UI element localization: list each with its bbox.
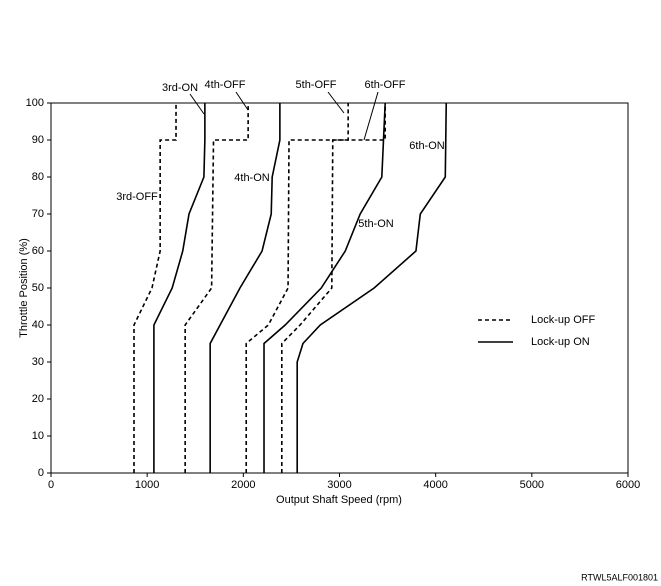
- y-tick-label: 0: [38, 467, 44, 479]
- y-tick-label: 60: [32, 245, 44, 257]
- y-tick-label: 10: [32, 430, 44, 442]
- series-line: [263, 102, 386, 473]
- footnote: RTWL5ALF001801: [581, 572, 658, 582]
- legend-label: Lock-up ON: [531, 336, 590, 348]
- y-tick-label: 80: [32, 171, 44, 183]
- y-axis-label: Throttle Position (%): [18, 238, 30, 338]
- x-tick-label: 4000: [423, 479, 447, 491]
- y-tick-label: 90: [32, 134, 44, 146]
- y-tick-label: 50: [32, 282, 44, 294]
- series-line: [133, 103, 177, 473]
- leader-lines: [189, 91, 379, 141]
- y-tick-label: 70: [32, 208, 44, 220]
- leader-line: [363, 91, 379, 141]
- leader-line: [327, 91, 345, 114]
- series-label: 6th-OFF: [365, 79, 406, 91]
- y-tick-label: 20: [32, 393, 44, 405]
- leader-line: [235, 91, 249, 111]
- series-line: [153, 103, 206, 473]
- series-line: [296, 102, 448, 473]
- x-tick-label: 0: [48, 479, 54, 491]
- x-tick-label: 5000: [520, 479, 544, 491]
- series-line: [184, 103, 249, 473]
- x-axis-label: Output Shaft Speed (rpm): [276, 494, 402, 506]
- series-label: 3rd-OFF: [116, 191, 158, 203]
- x-tick-label: 1000: [135, 479, 159, 491]
- y-tick-label: 30: [32, 356, 44, 368]
- x-tick-label: 6000: [616, 479, 640, 491]
- series-label: 4th-ON: [234, 172, 270, 184]
- x-tick-label: 2000: [231, 479, 255, 491]
- series-label: 5th-ON: [358, 218, 394, 230]
- series-label: 4th-OFF: [205, 79, 246, 91]
- x-tick-label: 3000: [327, 479, 351, 491]
- leader-line: [189, 93, 205, 115]
- y-tick-label: 40: [32, 319, 44, 331]
- series-line: [209, 103, 281, 473]
- series-label: 3rd-ON: [162, 82, 198, 94]
- series-label: 6th-ON: [409, 140, 445, 152]
- legend-label: Lock-up OFF: [531, 314, 595, 326]
- series-line: [281, 103, 386, 473]
- series-label: 5th-OFF: [296, 79, 337, 91]
- plot-frame: [50, 102, 629, 474]
- y-tick-label: 100: [26, 97, 44, 109]
